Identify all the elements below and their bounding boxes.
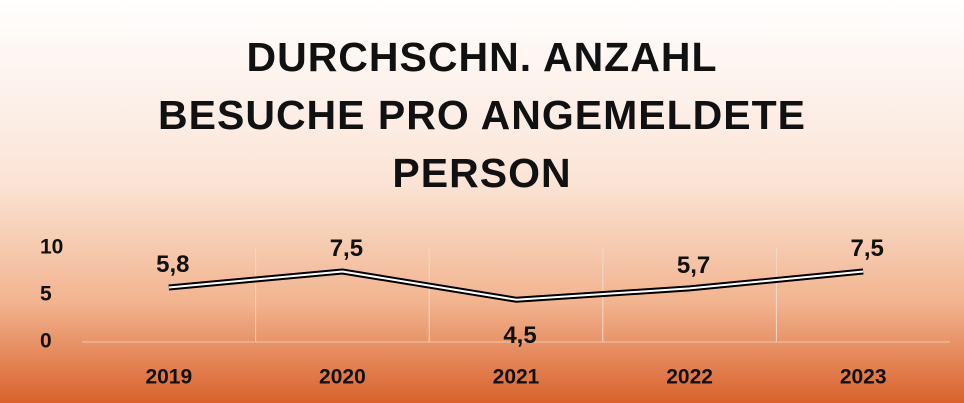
data-label: 5,8 — [156, 251, 189, 278]
x-tick-label: 2021 — [493, 366, 540, 389]
chart-title: DURCHSCHN. ANZAHL BESUCHE PRO ANGEMELDET… — [158, 34, 806, 196]
y-tick-label: 0 — [40, 330, 52, 353]
x-tick-label: 2023 — [840, 366, 887, 389]
line-outline — [168, 268, 864, 303]
x-tick-label: 2022 — [666, 366, 713, 389]
y-tick-label: 5 — [40, 283, 52, 306]
data-label: 4,5 — [503, 322, 536, 349]
x-tick-label: 2019 — [145, 366, 192, 389]
data-label: 7,5 — [330, 235, 363, 262]
data-label: 7,5 — [851, 235, 884, 262]
x-tick-label: 2020 — [319, 366, 366, 389]
data-label: 5,7 — [677, 252, 710, 279]
line — [168, 270, 864, 301]
y-tick-label: 10 — [40, 236, 63, 259]
